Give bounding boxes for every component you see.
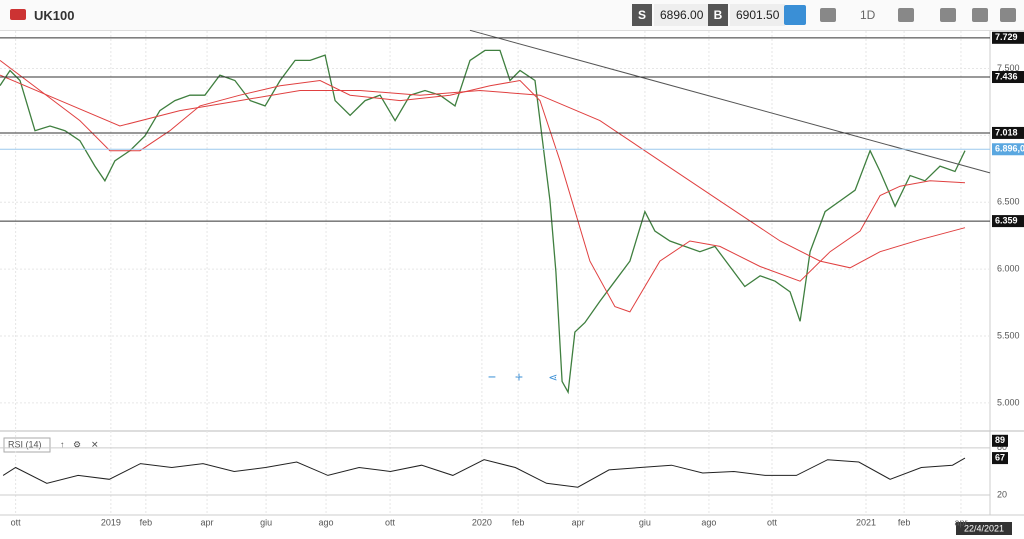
rsi-tick-label: 80	[997, 442, 1007, 452]
zoom-controls	[480, 368, 572, 388]
x-tick-label: ott	[385, 517, 396, 527]
y-tick-label: 7.500	[997, 63, 1020, 73]
level-badge	[992, 215, 1024, 228]
current-price-badge	[992, 143, 1024, 156]
x-tick-label: 2020	[472, 517, 492, 527]
y-tick-label: 5.000	[997, 397, 1020, 407]
fullscreen-button[interactable]	[1000, 8, 1016, 22]
rsi-last-label: 67	[995, 452, 1005, 462]
moving-average	[0, 74, 966, 269]
current-price-label: 6.896,00	[995, 144, 1024, 154]
sell-label[interactable]: S	[632, 4, 652, 26]
level-label: 6.359	[995, 215, 1018, 225]
candles-button[interactable]	[898, 8, 914, 22]
rsi-settings-icon[interactable]: ⚙	[73, 439, 81, 449]
x-tick-label: 2019	[101, 517, 121, 527]
level-label: 7.436	[995, 71, 1018, 81]
toolbar: UK100 S 6896.00 B 6901.50 1D	[0, 0, 1024, 31]
settings-button[interactable]	[972, 8, 988, 22]
rsi-up-icon[interactable]: ↑	[60, 439, 65, 449]
x-tick-label: ago	[701, 517, 716, 527]
draw-button[interactable]	[940, 8, 956, 22]
flag-icon	[10, 9, 26, 20]
buy-price[interactable]: 6901.50	[730, 4, 786, 26]
x-tick-label: giu	[260, 517, 272, 527]
plot-area	[0, 31, 990, 431]
y-tick-label: 6.000	[997, 264, 1020, 274]
x-tick-label: 2021	[856, 517, 876, 527]
x-tick-label: ott	[11, 517, 22, 527]
rsi-title: RSI (14)	[8, 439, 42, 449]
y-tick-label: 5.500	[997, 330, 1020, 340]
rsi-last-badge	[992, 452, 1008, 465]
timeframe[interactable]: 1D	[860, 8, 876, 22]
level-badge	[992, 71, 1024, 84]
y-tick-label: 6.500	[997, 197, 1020, 207]
symbol[interactable]: UK100	[34, 8, 75, 23]
buy-label[interactable]: B	[708, 4, 728, 26]
x-tick-label: giu	[639, 517, 651, 527]
crosshair-button[interactable]	[784, 5, 806, 25]
moving-average	[0, 60, 966, 313]
price-line	[0, 49, 966, 395]
rsi-line	[2, 457, 966, 488]
rsi-max-label: 89	[995, 435, 1005, 445]
zoom-out[interactable]: −	[488, 369, 496, 385]
date-badge	[956, 522, 1012, 535]
rsi-close-icon[interactable]: ✕	[91, 439, 99, 449]
x-tick-label: apr	[572, 517, 585, 527]
level-label: 7.018	[995, 127, 1018, 137]
x-tick-label: feb	[140, 517, 153, 527]
chart-type-button[interactable]	[820, 8, 836, 22]
sell-price[interactable]: 6896.00	[654, 4, 710, 26]
x-tick-label: apr	[954, 517, 967, 527]
x-tick-label: ago	[319, 517, 334, 527]
x-tick-label: apr	[201, 517, 214, 527]
x-tick-label: ott	[767, 517, 778, 527]
x-tick-label: feb	[512, 517, 525, 527]
level-badge	[992, 31, 1024, 44]
share-button[interactable]: ⋖	[548, 372, 557, 384]
x-tick-label: feb	[898, 517, 911, 527]
date-label: 22/4/2021	[964, 523, 1004, 533]
rsi-tick-label: 20	[997, 489, 1007, 499]
level-label: 7.729	[995, 32, 1018, 42]
level-badge	[992, 126, 1024, 139]
rsi-max-badge	[992, 434, 1008, 447]
zoom-in[interactable]: +	[515, 369, 523, 385]
